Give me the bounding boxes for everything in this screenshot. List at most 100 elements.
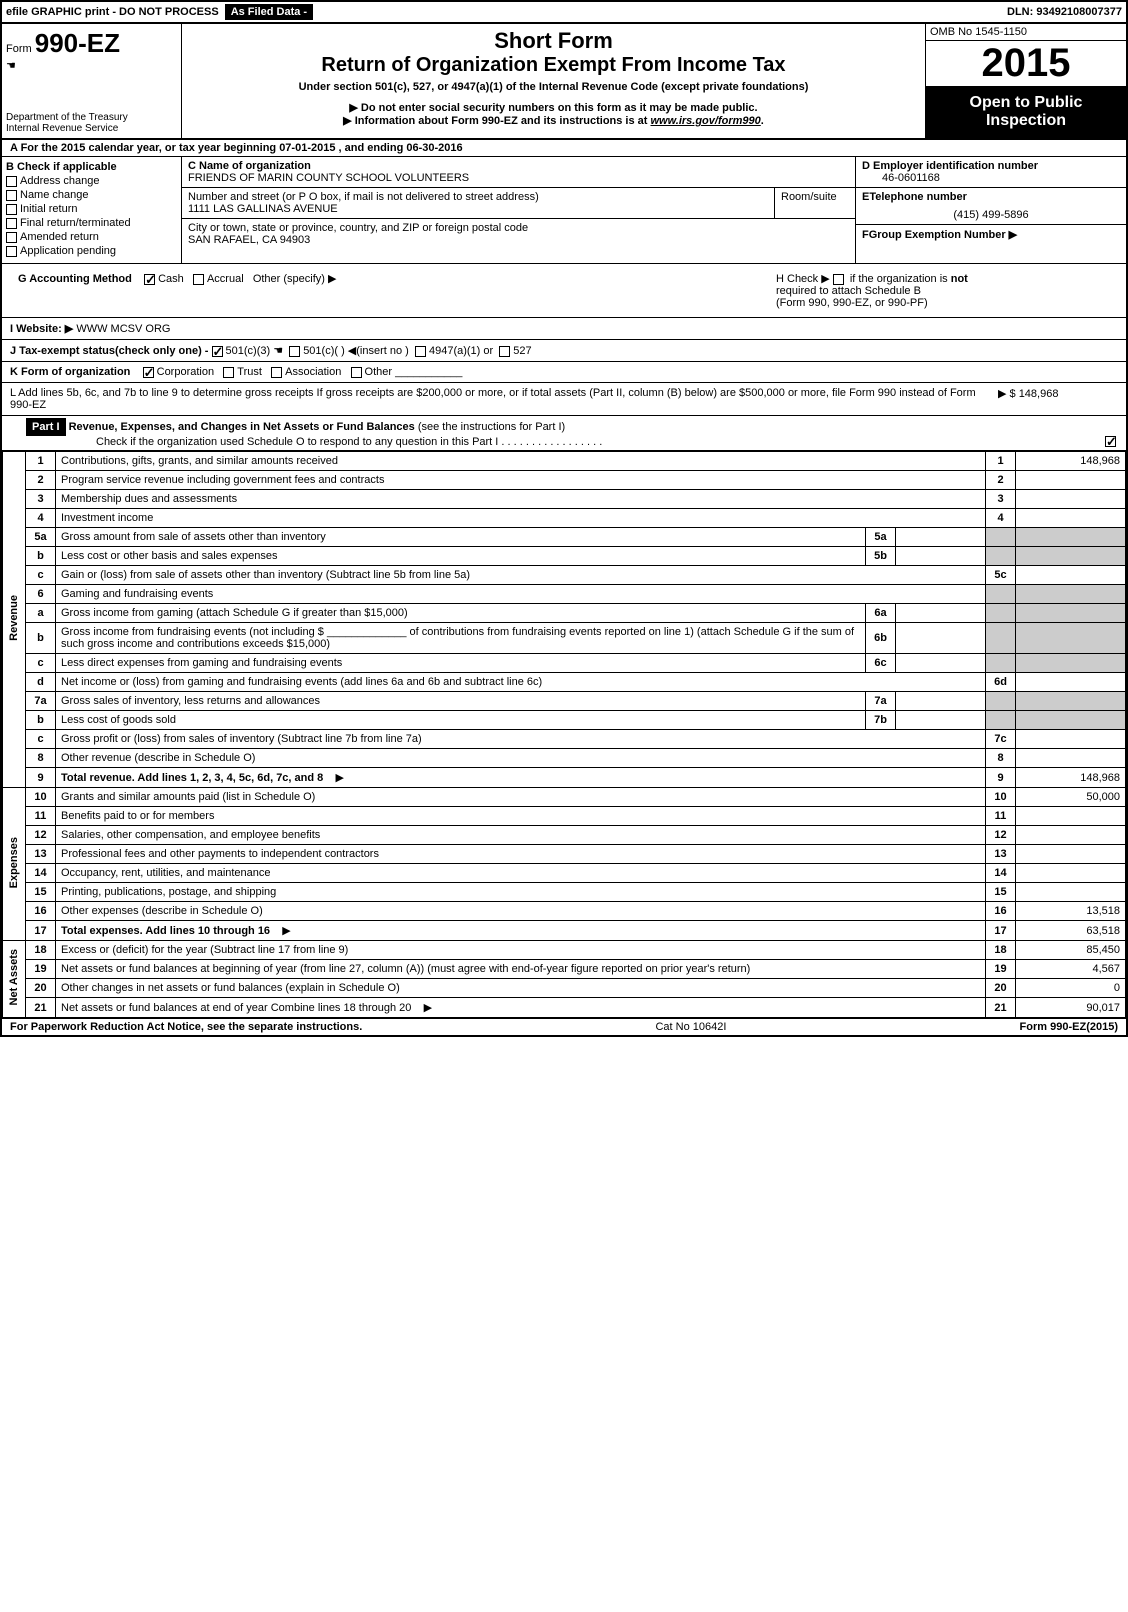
h-checkbox[interactable] xyxy=(833,274,844,285)
main-table: Revenue1Contributions, gifts, grants, an… xyxy=(2,451,1126,1018)
row-desc: Professional fees and other payments to … xyxy=(56,845,986,864)
sub-val xyxy=(896,528,986,547)
sub-num: 6a xyxy=(866,604,896,623)
h-not: not xyxy=(951,273,968,285)
k-corp-checkbox[interactable] xyxy=(143,367,154,378)
sub-val xyxy=(896,623,986,654)
row-desc: Occupancy, rent, utilities, and maintena… xyxy=(56,864,986,883)
row-desc: Other revenue (describe in Schedule O) xyxy=(56,749,986,768)
row-num: 21 xyxy=(26,998,56,1018)
row-num: 19 xyxy=(26,960,56,979)
row-num: 1 xyxy=(26,452,56,471)
return-title: Return of Organization Exempt From Incom… xyxy=(190,54,917,77)
row-desc: Investment income xyxy=(56,509,986,528)
row-num: 17 xyxy=(26,921,56,941)
row-desc: Net income or (loss) from gaming and fun… xyxy=(56,673,986,692)
row-val xyxy=(1016,566,1126,585)
row-num: 5a xyxy=(26,528,56,547)
row-val: 4,567 xyxy=(1016,960,1126,979)
colb-checkbox[interactable] xyxy=(6,218,17,229)
colb-checkbox[interactable] xyxy=(6,232,17,243)
dept-irs: Internal Revenue Service xyxy=(6,123,177,134)
rnum: 6d xyxy=(986,673,1016,692)
footer-right: Form Form 990-EZ (2015)990-EZ(2015) xyxy=(1020,1021,1118,1033)
row-num: 20 xyxy=(26,979,56,998)
sub-val xyxy=(896,547,986,566)
row-desc: Grants and similar amounts paid (list in… xyxy=(56,788,986,807)
row-desc: Net assets or fund balances at beginning… xyxy=(56,960,986,979)
rnum: 10 xyxy=(986,788,1016,807)
row-num: 3 xyxy=(26,490,56,509)
row-val xyxy=(1016,490,1126,509)
row-desc: Program service revenue including govern… xyxy=(56,471,986,490)
rnum-grey xyxy=(986,547,1016,566)
colb-checkbox[interactable] xyxy=(6,204,17,215)
tax-year: 2015 xyxy=(926,41,1126,86)
k-other: Other xyxy=(365,366,393,378)
col-b-header: B Check if applicable xyxy=(6,161,177,173)
g-label: G Accounting Method xyxy=(18,273,132,285)
cash-checkbox[interactable] xyxy=(144,274,155,285)
j-527-checkbox[interactable] xyxy=(499,346,510,357)
c-street-val: 1111 LAS GALLINAS AVENUE xyxy=(188,203,768,215)
line-l: L Add lines 5b, 6c, and 7b to line 9 to … xyxy=(2,383,1126,416)
row-num: 2 xyxy=(26,471,56,490)
j-501c-checkbox[interactable] xyxy=(289,346,300,357)
line-j: J Tax-exempt status(check only one) - 50… xyxy=(2,340,1126,362)
row-num: 4 xyxy=(26,509,56,528)
k-trust-checkbox[interactable] xyxy=(223,367,234,378)
row-desc: Other expenses (describe in Schedule O) xyxy=(56,902,986,921)
l-val: ▶ $ 148,968 xyxy=(998,387,1118,411)
k-other-checkbox[interactable] xyxy=(351,367,362,378)
sub-num: 6c xyxy=(866,654,896,673)
as-filed-box: As Filed Data - xyxy=(225,4,313,20)
k-trust: Trust xyxy=(237,366,262,378)
j-4947-checkbox[interactable] xyxy=(415,346,426,357)
row-desc: Salaries, other compensation, and employ… xyxy=(56,826,986,845)
rnum: 4 xyxy=(986,509,1016,528)
c-name-label: C Name of organization xyxy=(188,160,849,172)
j-501c3-checkbox[interactable] xyxy=(212,346,223,357)
k-assoc-checkbox[interactable] xyxy=(271,367,282,378)
row-desc: Gaming and fundraising events xyxy=(56,585,986,604)
irs-link[interactable]: www.irs.gov/form990 xyxy=(651,115,761,127)
rnum-grey xyxy=(986,623,1016,654)
rnum-grey xyxy=(986,692,1016,711)
open-public-1: Open to Public xyxy=(930,94,1122,112)
under-section: Under section 501(c), 527, or 4947(a)(1)… xyxy=(190,81,917,93)
j-label: J Tax-exempt status(check only one) - xyxy=(10,345,212,357)
row-num: b xyxy=(26,623,56,654)
row-num: b xyxy=(26,711,56,730)
row-num: 15 xyxy=(26,883,56,902)
row-val xyxy=(1016,864,1126,883)
line-a: A For the 2015 calendar year, or tax yea… xyxy=(2,140,1126,157)
row-num: c xyxy=(26,730,56,749)
row-desc: Gain or (loss) from sale of assets other… xyxy=(56,566,986,585)
part1-checkbox[interactable] xyxy=(1105,436,1116,447)
row-num: 16 xyxy=(26,902,56,921)
val-grey xyxy=(1016,528,1126,547)
efile-text: efile GRAPHIC print - DO NOT PROCESS xyxy=(6,6,219,18)
k-assoc: Association xyxy=(285,366,341,378)
row-desc: Total expenses. Add lines 10 through 16 … xyxy=(56,921,986,941)
j-527: 527 xyxy=(513,345,531,357)
footer-row: For Paperwork Reduction Act Notice, see … xyxy=(2,1018,1126,1035)
colb-checkbox[interactable] xyxy=(6,190,17,201)
other-label: Other (specify) ▶ xyxy=(253,273,337,285)
val-grey xyxy=(1016,547,1126,566)
form-prefix: Form xyxy=(6,43,32,55)
colb-checkbox[interactable] xyxy=(6,246,17,257)
accrual-checkbox[interactable] xyxy=(193,274,204,285)
accrual-label: Accrual xyxy=(207,273,244,285)
warn-info: ▶ Information about Form 990-EZ and its … xyxy=(190,114,917,127)
line-k: K Form of organization Corporation Trust… xyxy=(2,362,1126,383)
e-label: ETelephone number xyxy=(862,191,1120,203)
row-num: 7a xyxy=(26,692,56,711)
h-text4: (Form 990, 990-EZ, or 990-PF) xyxy=(776,297,928,309)
row-num: a xyxy=(26,604,56,623)
f-label: FGroup Exemption Number ▶ xyxy=(856,225,1126,244)
rnum-grey xyxy=(986,711,1016,730)
row-num: 11 xyxy=(26,807,56,826)
colb-checkbox[interactable] xyxy=(6,176,17,187)
row-val xyxy=(1016,471,1126,490)
